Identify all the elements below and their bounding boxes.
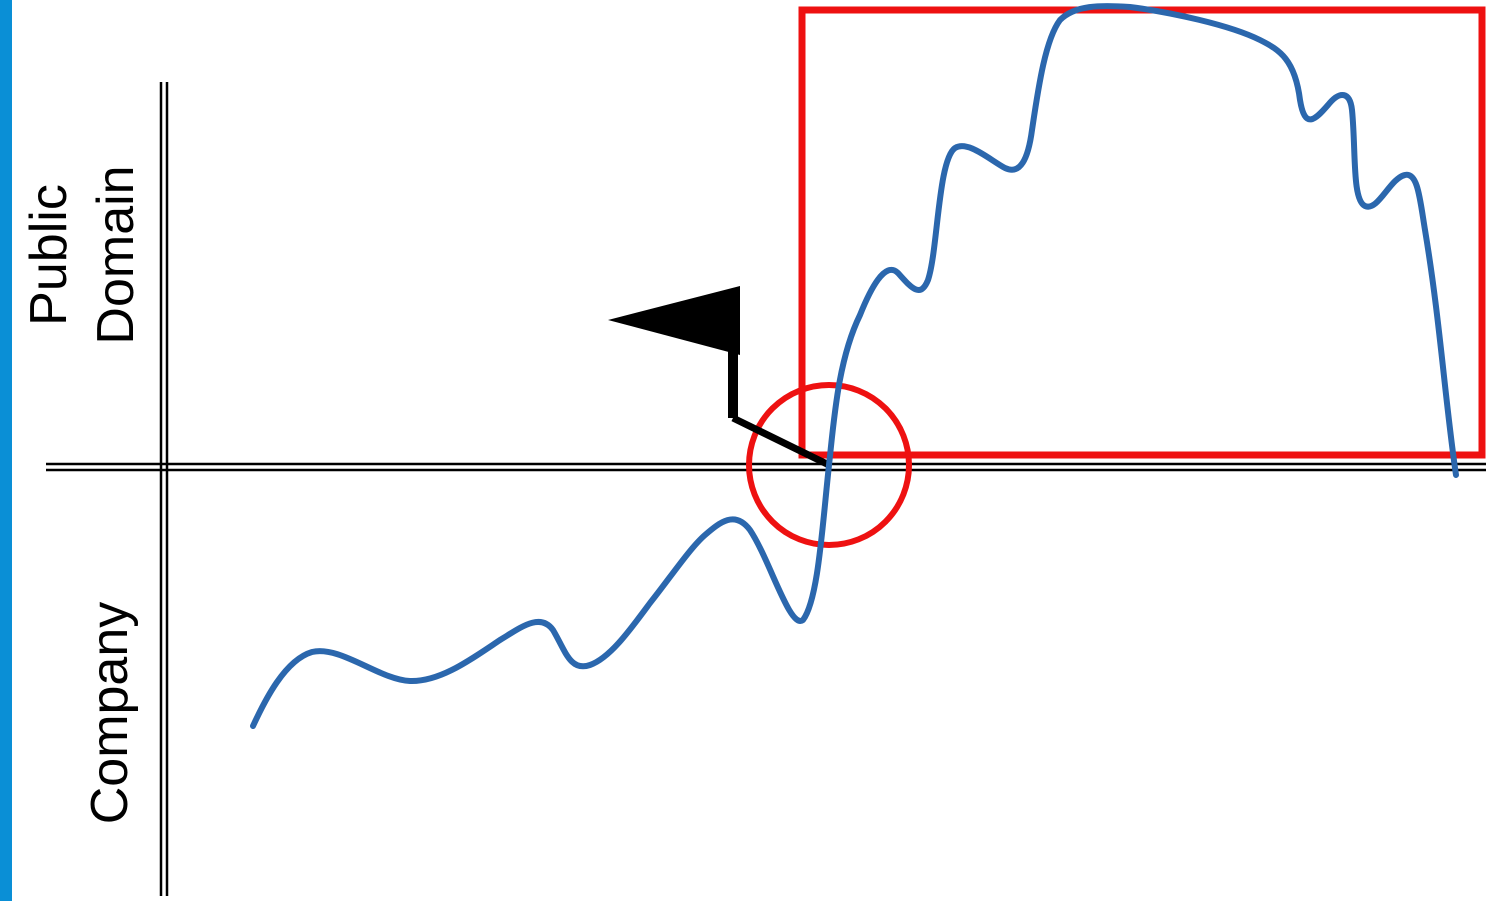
highlight-rectangle [798,6,1486,459]
left-accent-bar [0,0,12,901]
public-label: Public [20,184,78,326]
trend-curve [250,3,1459,729]
horizontal-axis [46,462,1486,472]
vertical-axis [159,82,169,896]
company-label: Company [81,602,139,825]
flag-icon [608,286,831,469]
crossing-highlight-circle [746,382,912,548]
domain-label: Domain [87,165,145,344]
